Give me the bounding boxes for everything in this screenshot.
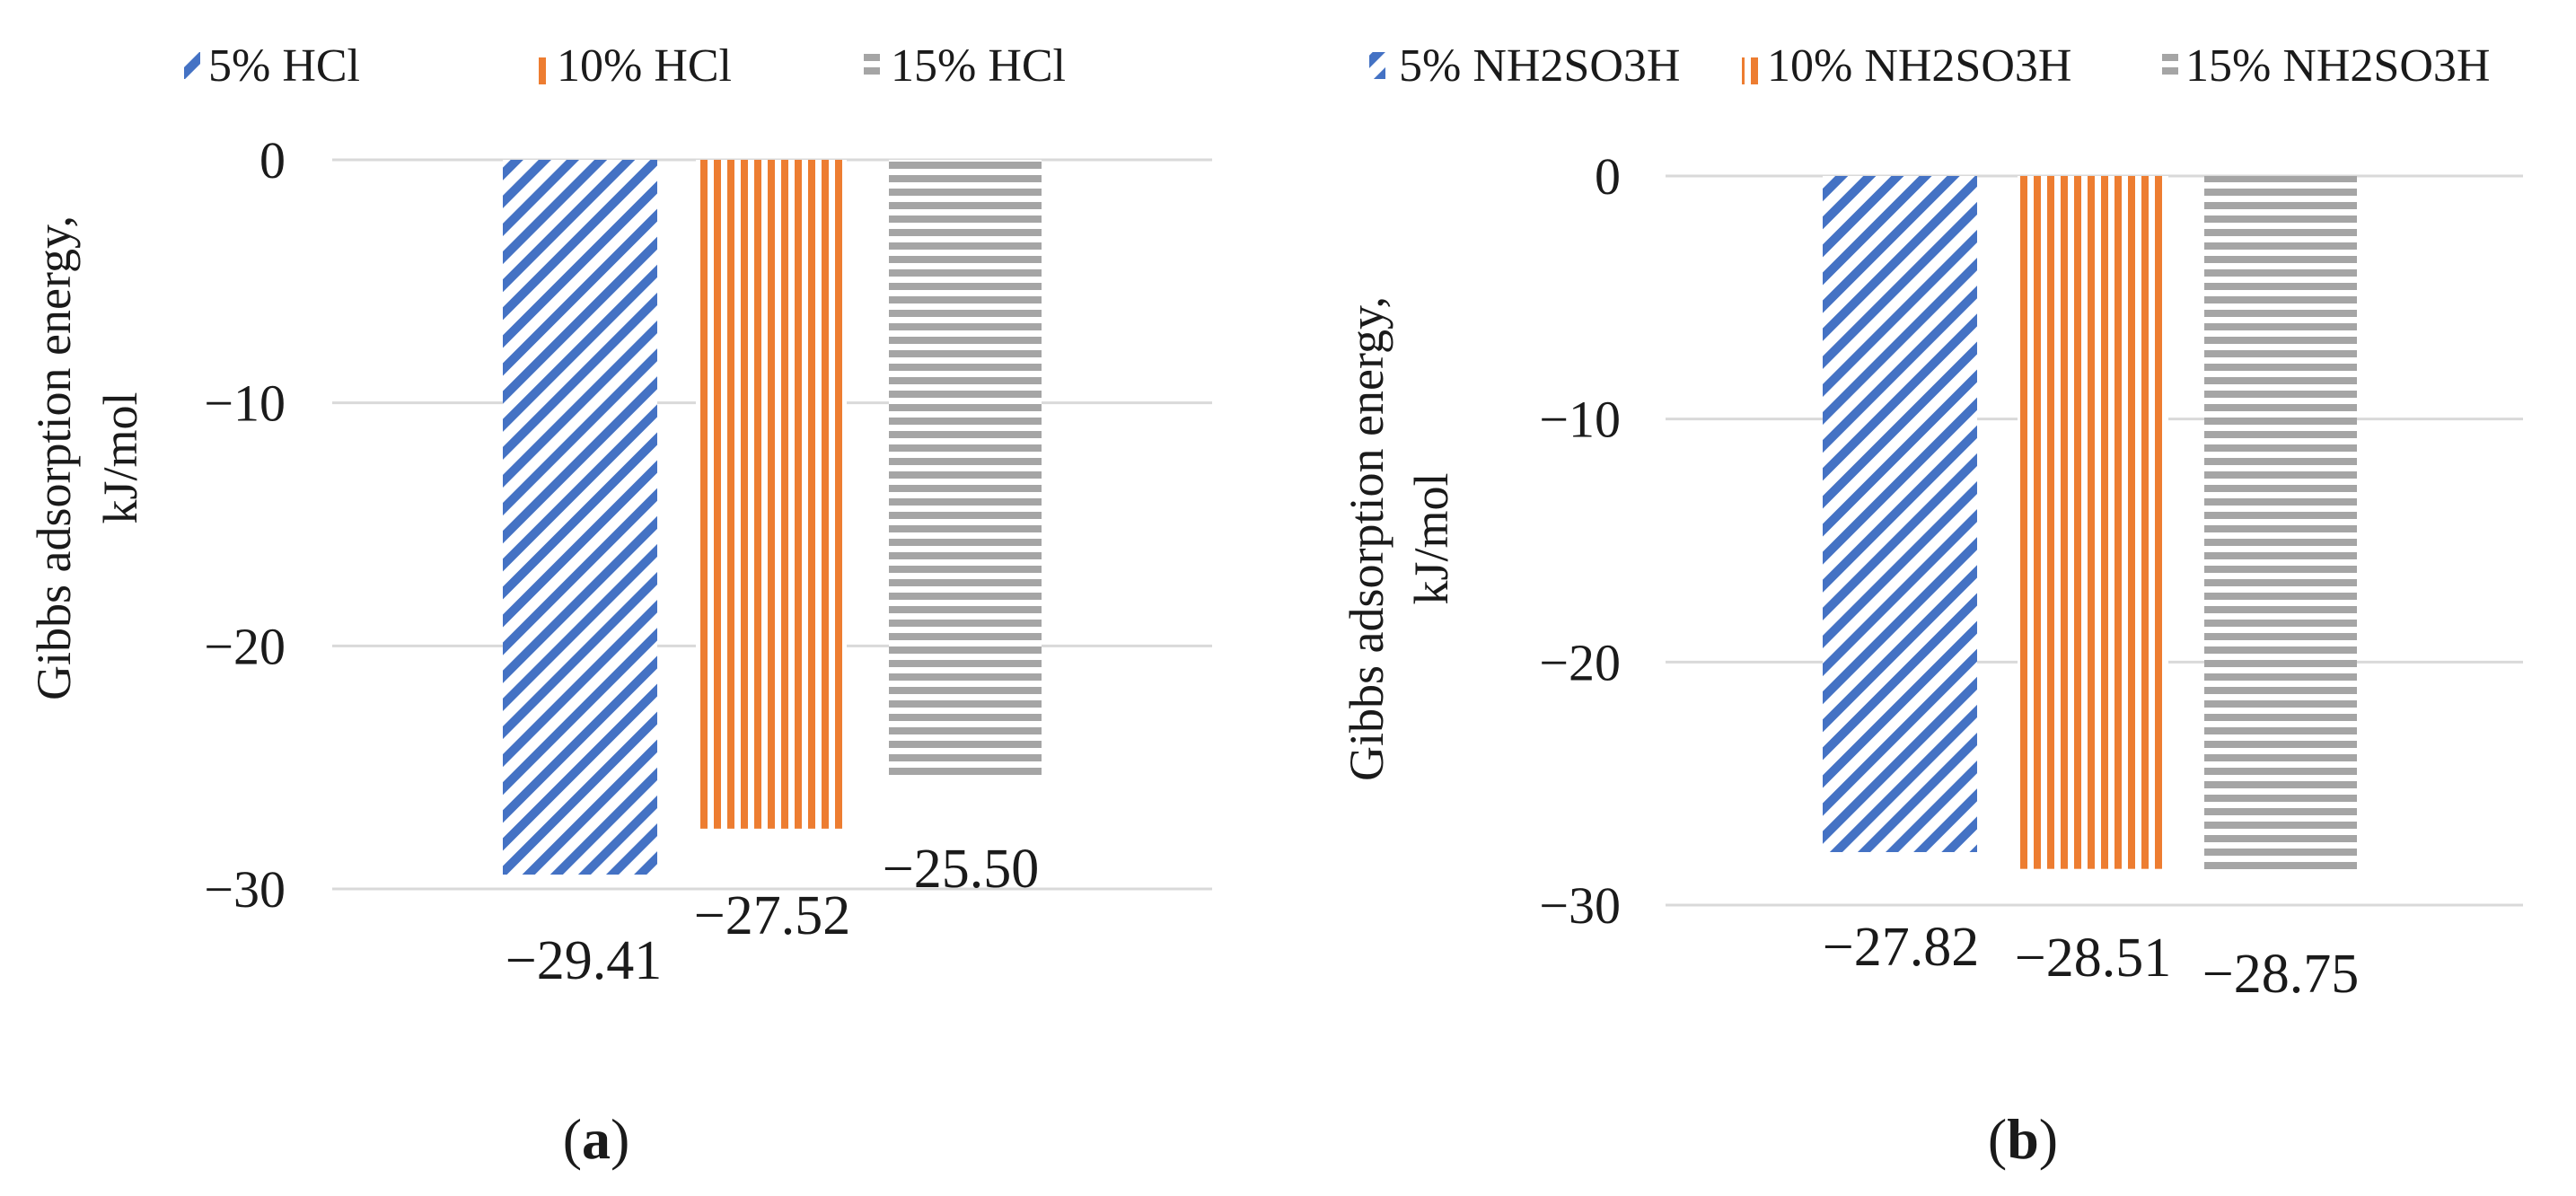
legend-label-b-1: 10% NH2SO3H	[1767, 40, 2071, 92]
legend-label-b-0: 5% NH2SO3H	[1399, 40, 1680, 92]
bar-b-1	[2018, 176, 2168, 869]
y-tick-label-a-1: −10	[204, 374, 286, 433]
y-tick-labels-b: 0 −10 −20 −30	[1539, 147, 1621, 935]
bar-a-2	[889, 160, 1042, 780]
legend-swatch-a-2	[864, 52, 880, 79]
y-tick-labels-a: 0 −10 −20 −30	[204, 131, 286, 919]
legend-b: 5% NH2SO3H 10% NH2SO3H 15% NH2SO3H	[1369, 40, 2490, 92]
panel-label-a: (a)	[563, 1107, 630, 1171]
bars-a	[503, 160, 1042, 875]
y-tick-label-b-2: −20	[1539, 633, 1621, 691]
y-tick-label-a-3: −30	[204, 860, 286, 919]
y-tick-label-b-1: −10	[1539, 391, 1621, 449]
data-label-b-0: −27.82	[1823, 917, 1979, 978]
data-label-a-0: −29.41	[506, 930, 662, 991]
bars-b	[1823, 176, 2357, 875]
y-axis-label-b-line2: kJ/mol	[1404, 472, 1458, 604]
data-label-b-1: −28.51	[2015, 928, 2171, 989]
y-axis-label-a-line2: kJ/mol	[93, 391, 147, 523]
y-tick-label-b-0: 0	[1595, 147, 1621, 206]
data-label-b-2: −28.75	[2202, 944, 2359, 1005]
data-labels-a: −29.41 −27.52 −25.50	[506, 839, 1039, 991]
legend-label-a-2: 15% HCl	[891, 40, 1066, 92]
data-labels-b: −27.82 −28.51 −28.75	[1823, 917, 2359, 1005]
legend-swatch-a-0	[184, 52, 200, 79]
data-label-a-1: −27.52	[694, 885, 850, 946]
legend-swatch-b-1	[1742, 57, 1758, 84]
legend-swatch-b-0	[1369, 52, 1385, 79]
legend-swatch-a-1	[533, 57, 549, 84]
chart-panel-a: 0 −10 −20 −30 −29.41 −27.52 −25.50 5% HCl 10% …	[27, 40, 1212, 1171]
legend-label-b-2: 15% NH2SO3H	[2185, 40, 2490, 92]
y-tick-label-b-3: −30	[1539, 876, 1621, 935]
legend-label-a-1: 10% HCl	[557, 40, 732, 92]
chart-panel-b: 0 −10 −20 −30 −27.82 −28.51 −28.75 5% NH2SO3H…	[1340, 40, 2523, 1171]
y-axis-label-a-line1: Gibbs adsorption energy,	[27, 215, 81, 700]
legend-swatch-b-2	[2162, 52, 2178, 79]
bar-a-0	[503, 160, 657, 875]
y-axis-label-b-line1: Gibbs adsorption energy,	[1340, 296, 1394, 781]
data-label-a-2: −25.50	[883, 839, 1039, 900]
legend-label-a-0: 5% HCl	[208, 40, 360, 92]
y-tick-label-a-2: −20	[204, 617, 286, 675]
bar-b-2	[2204, 176, 2357, 875]
y-tick-label-a-0: 0	[259, 131, 286, 189]
legend-a: 5% HCl 10% HCl 15% HCl	[184, 40, 1066, 92]
panel-label-b: (b)	[1988, 1107, 2058, 1171]
bar-a-1	[696, 160, 847, 829]
bar-b-0	[1823, 176, 1977, 852]
